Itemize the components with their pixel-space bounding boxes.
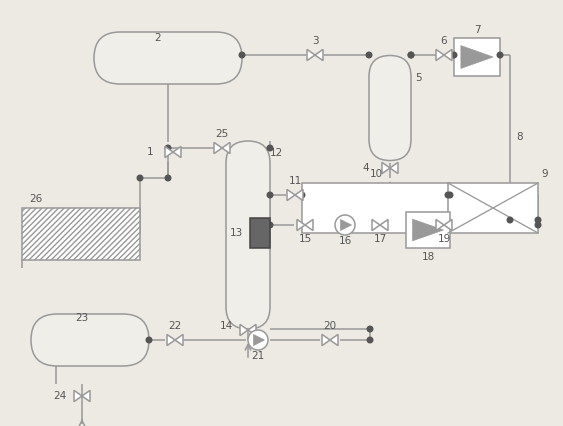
Text: 25: 25	[216, 129, 229, 139]
Polygon shape	[297, 219, 305, 230]
Circle shape	[535, 217, 541, 223]
Text: 18: 18	[421, 252, 435, 262]
Polygon shape	[461, 46, 493, 69]
Polygon shape	[248, 325, 256, 336]
Polygon shape	[436, 49, 444, 60]
Bar	[406, 212, 450, 248]
Circle shape	[165, 145, 171, 151]
Polygon shape	[287, 190, 295, 201]
Circle shape	[366, 52, 372, 58]
Polygon shape	[167, 334, 175, 345]
Circle shape	[447, 192, 453, 198]
Polygon shape	[382, 162, 390, 174]
Text: 15: 15	[298, 234, 312, 244]
Polygon shape	[175, 334, 183, 345]
Bar	[302, 183, 450, 233]
Polygon shape	[444, 219, 452, 230]
Polygon shape	[413, 219, 444, 241]
Polygon shape	[315, 49, 323, 60]
Bar	[454, 38, 500, 76]
Text: 5: 5	[415, 73, 421, 83]
Text: 24: 24	[53, 391, 66, 401]
Polygon shape	[214, 142, 222, 154]
Text: 9: 9	[542, 169, 548, 179]
Polygon shape	[74, 390, 82, 402]
Circle shape	[451, 52, 457, 58]
Polygon shape	[322, 334, 330, 345]
Polygon shape	[82, 390, 90, 402]
Circle shape	[267, 222, 273, 228]
Text: 23: 23	[75, 313, 88, 323]
Circle shape	[535, 222, 541, 228]
Polygon shape	[380, 219, 388, 230]
Polygon shape	[372, 219, 380, 230]
Polygon shape	[341, 219, 351, 230]
Polygon shape	[173, 147, 181, 158]
Circle shape	[408, 52, 414, 58]
Circle shape	[299, 192, 305, 198]
Circle shape	[137, 175, 143, 181]
Circle shape	[267, 192, 273, 198]
Text: 4: 4	[363, 163, 369, 173]
Polygon shape	[436, 219, 444, 230]
Text: 21: 21	[251, 351, 265, 361]
Bar	[250, 218, 270, 248]
Polygon shape	[444, 49, 452, 60]
Text: 12: 12	[269, 148, 283, 158]
Text: 26: 26	[29, 194, 43, 204]
Text: 11: 11	[288, 176, 302, 186]
Polygon shape	[295, 190, 303, 201]
Circle shape	[367, 337, 373, 343]
Text: 1: 1	[147, 147, 153, 157]
Polygon shape	[307, 49, 315, 60]
Text: 17: 17	[373, 234, 387, 244]
Bar	[448, 183, 538, 233]
Text: 19: 19	[437, 234, 450, 244]
Circle shape	[367, 326, 373, 332]
Text: 8: 8	[517, 132, 524, 143]
Circle shape	[335, 215, 355, 235]
Circle shape	[507, 217, 513, 223]
FancyBboxPatch shape	[369, 55, 411, 161]
Text: 13: 13	[229, 228, 243, 238]
Text: 2: 2	[155, 33, 162, 43]
Text: 20: 20	[323, 321, 337, 331]
FancyBboxPatch shape	[31, 314, 149, 366]
Polygon shape	[222, 142, 230, 154]
Polygon shape	[305, 219, 313, 230]
Circle shape	[146, 337, 152, 343]
Text: 10: 10	[369, 169, 383, 179]
Polygon shape	[253, 334, 265, 345]
FancyBboxPatch shape	[94, 32, 242, 84]
Polygon shape	[390, 162, 398, 174]
Circle shape	[239, 52, 245, 58]
Circle shape	[497, 52, 503, 58]
Polygon shape	[240, 325, 248, 336]
FancyBboxPatch shape	[226, 141, 270, 329]
Circle shape	[445, 192, 451, 198]
Text: 7: 7	[473, 25, 480, 35]
Circle shape	[248, 330, 268, 350]
Text: 3: 3	[312, 36, 318, 46]
Circle shape	[165, 175, 171, 181]
Text: 14: 14	[220, 321, 233, 331]
Circle shape	[408, 52, 414, 58]
Bar	[22, 208, 140, 260]
Polygon shape	[165, 147, 173, 158]
Circle shape	[267, 145, 273, 151]
Text: 22: 22	[168, 321, 182, 331]
Text: 6: 6	[441, 36, 448, 46]
Text: 16: 16	[338, 236, 352, 246]
Polygon shape	[330, 334, 338, 345]
